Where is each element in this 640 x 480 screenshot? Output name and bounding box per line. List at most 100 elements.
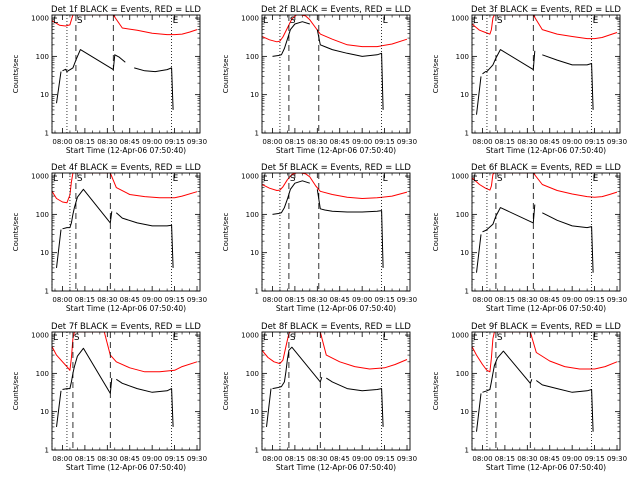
x-axis-label: Start Time (12-Apr-06 07:50:40) (486, 146, 606, 155)
events-series-line (272, 180, 384, 268)
x-tick-label: 09:00 (142, 296, 162, 304)
plot-area (262, 332, 408, 427)
plot-frame (261, 331, 411, 451)
y-tick-label: 1000 (31, 15, 49, 23)
events-series-line (476, 49, 594, 115)
x-tick-label: 09:00 (562, 455, 582, 463)
lld-series-line (262, 332, 408, 370)
x-tick-label: 08:45 (540, 138, 560, 146)
y-tick-label: 10 (460, 408, 469, 416)
x-tick-label: 08:15 (75, 138, 95, 146)
y-tick-label: 1000 (451, 15, 469, 23)
x-tick-label: 09:15 (164, 455, 184, 463)
plot-frame (471, 172, 621, 292)
x-tick-label: 08:15 (285, 296, 305, 304)
y-tick-label: 10 (250, 249, 259, 257)
x-tick-label: 08:45 (330, 138, 350, 146)
x-tick-label: 09:15 (584, 296, 604, 304)
y-axis-label: Counts/sec (222, 213, 230, 252)
x-tick-label: 08:30 (517, 138, 537, 146)
x-tick-label: 09:15 (374, 138, 394, 146)
x-tick-label: 08:45 (540, 455, 560, 463)
plot-frame (261, 172, 411, 292)
events-series-line (56, 347, 174, 427)
x-tick-label: 08:15 (75, 296, 95, 304)
marker-label: S (497, 174, 503, 184)
x-tick-label: 08:00 (52, 455, 72, 463)
y-axis-label: Counts/sec (222, 372, 230, 411)
events-series-line (476, 204, 594, 273)
y-tick-label: 100 (36, 53, 49, 61)
marker-label: E (173, 333, 179, 343)
detector-panel: Det 3f BLACK = Events, RED = LLD Counts/s… (432, 5, 627, 155)
panel-title: Det 7f BLACK = Events, RED = LLD (51, 322, 201, 332)
lld-series-line (52, 332, 198, 373)
panel-title: Det 9f BLACK = Events, RED = LLD (471, 322, 621, 332)
x-tick-label: 09:30 (607, 138, 627, 146)
x-tick-label: 08:15 (495, 138, 515, 146)
x-axis-label: Start Time (12-Apr-06 07:50:40) (276, 304, 396, 313)
marker-label: S (77, 16, 83, 26)
x-tick-label: 08:00 (262, 138, 282, 146)
y-tick-label: 1000 (241, 15, 259, 23)
x-tick-label: 09:00 (352, 138, 372, 146)
panel-title: Det 3f BLACK = Events, RED = LLD (471, 5, 621, 15)
y-tick-label: 10 (250, 408, 259, 416)
x-tick-label: 09:00 (562, 296, 582, 304)
detector-panel: Det 6f BLACK = Events, RED = LLD Counts/s… (432, 163, 627, 313)
y-axis-label: Counts/sec (222, 55, 230, 94)
y-axis-label: Counts/sec (12, 213, 20, 252)
x-tick-label: 09:30 (607, 296, 627, 304)
marker-label: L (473, 16, 478, 26)
plot-area (52, 332, 198, 427)
y-tick-label: 1 (255, 447, 259, 455)
marker-label: L (263, 174, 268, 184)
x-tick-label: 09:15 (584, 455, 604, 463)
plot-frame (261, 14, 411, 134)
x-tick-label: 09:30 (397, 455, 417, 463)
plot-area (52, 15, 198, 110)
x-tick-label: 09:00 (352, 455, 372, 463)
plot-area (52, 173, 198, 268)
x-tick-label: 08:15 (75, 455, 95, 463)
x-tick-label: 08:15 (495, 455, 515, 463)
x-tick-label: 08:30 (517, 455, 537, 463)
marker-label: L (53, 16, 58, 26)
lld-series-line (262, 173, 408, 199)
x-tick-label: 09:30 (187, 296, 207, 304)
marker-label: S (497, 16, 503, 26)
x-tick-label: 08:30 (97, 138, 117, 146)
x-tick-label: 08:45 (540, 296, 560, 304)
events-series-line (272, 21, 384, 110)
marker-label: L (53, 174, 58, 184)
detector-panel: Det 9f BLACK = Events, RED = LLD Counts/s… (432, 322, 627, 472)
plot-area (472, 15, 618, 115)
x-tick-label: 08:30 (307, 138, 327, 146)
lld-series-line (52, 15, 198, 36)
lld-series-line (472, 15, 618, 40)
x-tick-label: 08:45 (330, 296, 350, 304)
marker-label: S (74, 333, 80, 343)
x-tick-label: 09:15 (164, 296, 184, 304)
y-tick-label: 100 (456, 370, 469, 378)
y-axis-label: Counts/sec (12, 55, 20, 94)
lld-series-line (472, 332, 618, 373)
y-axis-label: Counts/sec (432, 213, 440, 252)
y-tick-label: 10 (40, 249, 49, 257)
plot-frame (51, 14, 201, 134)
x-tick-label: 09:15 (164, 138, 184, 146)
marker-label: L (473, 333, 478, 343)
y-tick-label: 10 (460, 91, 469, 99)
x-tick-label: 08:30 (517, 296, 537, 304)
marker-label: E (593, 333, 599, 343)
y-axis-label: Counts/sec (12, 372, 20, 411)
marker-label: S (497, 333, 503, 343)
marker-label: E (593, 16, 599, 26)
events-series-line (476, 350, 594, 432)
panel-title: Det 5f BLACK = Events, RED = LLD (261, 163, 411, 173)
marker-label: L (473, 174, 478, 184)
panel-title: Det 2f BLACK = Events, RED = LLD (261, 5, 411, 15)
y-tick-label: 1000 (31, 173, 49, 181)
x-tick-label: 09:15 (584, 138, 604, 146)
